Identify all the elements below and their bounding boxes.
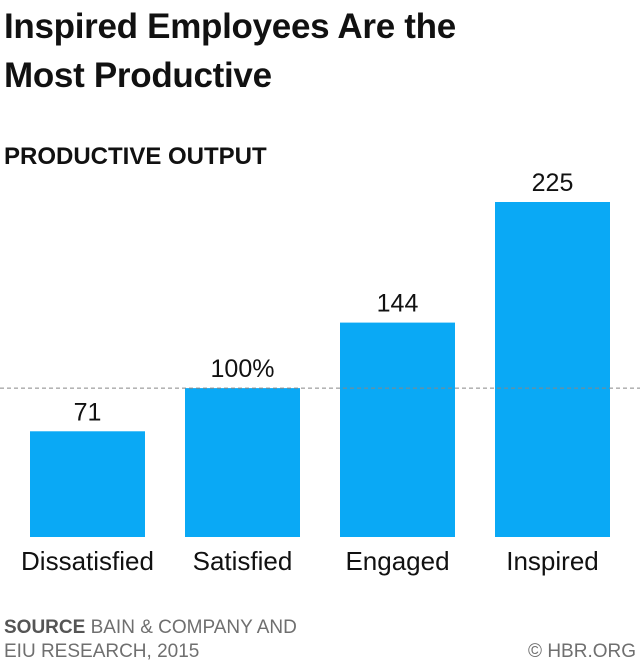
category-label-engaged: Engaged	[345, 546, 449, 576]
category-label-inspired: Inspired	[506, 546, 599, 576]
bar-engaged	[340, 322, 455, 537]
source-label: SOURCE	[4, 617, 86, 638]
chart-title-line-1: Inspired Employees Are the	[4, 7, 456, 46]
value-label-inspired: 225	[532, 169, 574, 197]
chart-title: Inspired Employees Are the Most Producti…	[4, 2, 634, 100]
value-label-dissatisfied: 71	[74, 398, 102, 426]
bar-dissatisfied	[30, 431, 145, 537]
source-note: SOURCE BAIN & COMPANY AND EIU RESEARCH, …	[4, 616, 297, 664]
copyright-notice: © HBR.ORG	[528, 641, 636, 662]
source-text-line-2: EIU RESEARCH, 2015	[4, 641, 200, 662]
value-label-satisfied: 100%	[211, 355, 275, 383]
bar-satisfied	[185, 388, 300, 537]
chart-subtitle: PRODUCTIVE OUTPUT	[4, 143, 267, 170]
category-label-dissatisfied: Dissatisfied	[21, 546, 154, 576]
source-text-line-1: BAIN & COMPANY AND	[90, 617, 297, 638]
bar-inspired	[495, 202, 610, 537]
bar-chart: 71 Dissatisfied 100% Satisfied 144 Engaged 225…	[0, 169, 640, 576]
chart-title-line-2: Most Productive	[4, 56, 272, 95]
value-label-engaged: 144	[377, 290, 419, 318]
category-label-satisfied: Satisfied	[193, 546, 293, 576]
